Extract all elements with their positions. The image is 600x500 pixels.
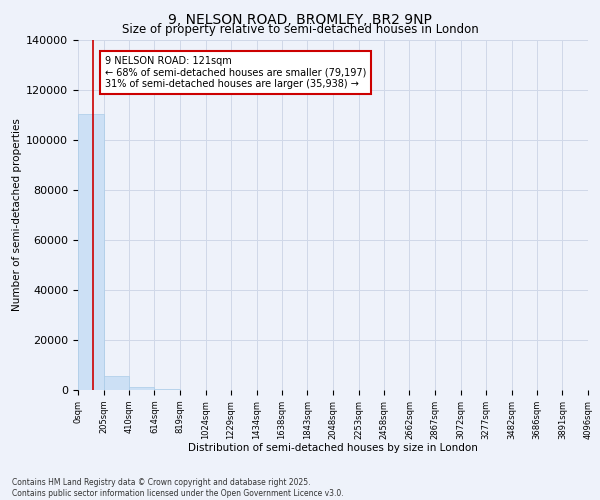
Bar [78,114,104,390]
Text: Size of property relative to semi-detached houses in London: Size of property relative to semi-detach… [122,22,478,36]
Bar [154,389,180,390]
Text: 9, NELSON ROAD, BROMLEY, BR2 9NP: 9, NELSON ROAD, BROMLEY, BR2 9NP [168,12,432,26]
X-axis label: Distribution of semi-detached houses by size in London: Distribution of semi-detached houses by … [188,444,478,454]
Bar [104,376,129,390]
Text: 9 NELSON ROAD: 121sqm
← 68% of semi-detached houses are smaller (79,197)
31% of : 9 NELSON ROAD: 121sqm ← 68% of semi-deta… [104,56,366,89]
Y-axis label: Number of semi-detached properties: Number of semi-detached properties [12,118,22,312]
Bar [129,387,154,390]
Text: Contains HM Land Registry data © Crown copyright and database right 2025.
Contai: Contains HM Land Registry data © Crown c… [12,478,344,498]
